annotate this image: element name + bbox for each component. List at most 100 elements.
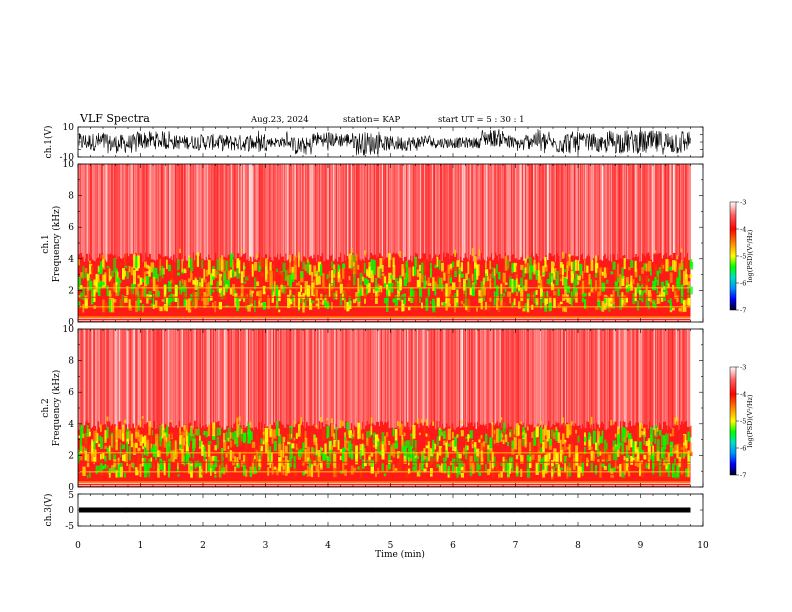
ch1-spectrogram-band-patch bbox=[496, 285, 499, 298]
ch1-spectrogram-streak bbox=[373, 164, 375, 257]
ch2-spectrogram-band-patch bbox=[302, 471, 306, 476]
ch2-spectrogram-band-patch bbox=[507, 442, 509, 447]
ch1-spectrogram-band-patch bbox=[159, 258, 161, 271]
ch1-spectrogram-streak bbox=[272, 164, 274, 262]
ch1-spectrogram-streak bbox=[339, 164, 342, 253]
ch1-spectrogram-band-patch bbox=[196, 285, 200, 300]
ch1-spectrogram-streak bbox=[521, 164, 523, 255]
ch2-spectrogram-band-patch bbox=[467, 434, 471, 439]
ch1-spectrogram-streak bbox=[491, 164, 492, 254]
ch1-spectrogram-band-patch bbox=[119, 280, 122, 283]
ch1-spectrogram-streak bbox=[79, 164, 81, 254]
ch1-spectrogram-band-patch bbox=[86, 277, 89, 292]
ch2-spectrogram-band-spike bbox=[570, 421, 573, 426]
ch1-spectrogram-band-patch bbox=[300, 285, 302, 292]
ch2-spectrogram-band-patch bbox=[93, 447, 96, 458]
ch1-spectrogram-band-patch bbox=[326, 274, 329, 280]
ch2-spectrogram-streak bbox=[183, 329, 184, 430]
ch1-spectrogram-band-patch bbox=[586, 265, 589, 273]
ch1-spectrogram-band-patch bbox=[155, 300, 158, 308]
ch2-spectrogram-band-patch bbox=[227, 427, 231, 443]
ch2-spectrogram-band-patch bbox=[419, 470, 421, 475]
ch2-spectrogram-band-spike bbox=[590, 416, 593, 425]
ch2-spectrogram-streak bbox=[576, 329, 578, 426]
ch1-spectrogram-band-patch bbox=[614, 281, 618, 292]
ch1-spectrogram-band-patch bbox=[650, 268, 652, 276]
ch2-spectrogram-band-spike bbox=[614, 433, 617, 438]
ch2-spectrogram-streak bbox=[180, 329, 182, 428]
ch1-spectrogram-band-patch bbox=[491, 283, 494, 286]
ch2-spectrogram-band-patch bbox=[216, 427, 219, 436]
ch2-spectrogram-band-patch bbox=[386, 438, 389, 444]
ch2-spectrogram-band-patch bbox=[515, 465, 519, 474]
ch1-spectrogram-band-patch bbox=[546, 279, 550, 285]
ch1-spectrogram-streak bbox=[110, 164, 111, 254]
ch1-spectrogram-streak bbox=[317, 164, 319, 255]
ch1-spectrogram-band-patch bbox=[388, 281, 392, 290]
ch2-spectrogram-band-patch bbox=[586, 440, 588, 448]
ch2-spectrogram-streak bbox=[346, 329, 349, 425]
ch1-spectrogram-streak bbox=[127, 164, 128, 254]
ch2-spectrogram-band-patch bbox=[368, 456, 371, 460]
ch1-spectrogram-streak bbox=[607, 164, 609, 256]
ch2-spectrogram-streak bbox=[306, 329, 308, 422]
ch2-spectrogram-band-patch bbox=[166, 442, 169, 456]
ch1-spectrogram-band-patch bbox=[115, 278, 118, 293]
ch2-spectrogram-streak bbox=[624, 329, 626, 422]
ch1-spectrogram-band-patch bbox=[603, 298, 608, 304]
ch1-spectrogram-streak bbox=[668, 164, 671, 256]
ch1-spectrogram-streak bbox=[540, 164, 542, 262]
ch2-spectrogram-band-patch bbox=[456, 449, 459, 465]
ch1-spectrogram-streak bbox=[502, 164, 504, 259]
ch2-spectrogram-band-patch bbox=[192, 445, 195, 459]
ch1-spectrogram-band-patch bbox=[687, 275, 690, 278]
ch2-spectrogram-band-patch bbox=[441, 432, 444, 436]
ch1-spectrogram-band-patch bbox=[194, 292, 198, 307]
ch2-spectrogram-streak bbox=[549, 329, 551, 429]
ch2-spectrogram-band-patch bbox=[555, 429, 559, 442]
ch2-spectrogram-band-patch bbox=[223, 467, 225, 473]
ch2-spectrogram-streak bbox=[345, 329, 347, 422]
ch2-spectrogram-streak bbox=[591, 329, 593, 430]
ch2-spectrogram-band-patch bbox=[91, 441, 95, 448]
ch1-spectrogram-band-patch bbox=[544, 264, 548, 272]
ch1-channel-label: ch.1 bbox=[41, 234, 51, 253]
ch2-spectrogram-streak bbox=[339, 329, 341, 427]
ch2-spectrogram-band-patch bbox=[194, 428, 198, 436]
ch1-spectrogram-band-patch bbox=[526, 297, 530, 313]
ch2-spectrogram-streak bbox=[118, 329, 121, 422]
ch2-spectrogram-band-patch bbox=[518, 455, 521, 460]
ch2-spectrogram-band-patch bbox=[526, 468, 531, 479]
ch1-spectrogram-band-patch bbox=[364, 278, 368, 286]
ch2-spectrogram-streak bbox=[160, 329, 162, 427]
ch2-spectrogram-streak bbox=[310, 329, 312, 426]
ch2-spectrogram-band-patch bbox=[535, 426, 539, 438]
ch2-spectrogram-streak bbox=[513, 329, 515, 430]
ch2-colorbar-tick-label: -5 bbox=[740, 417, 746, 425]
ch1-frequency-ylabel: Frequency (kHz) bbox=[51, 206, 62, 283]
ch2-spectrogram-band-patch bbox=[148, 421, 152, 436]
ch1-spectrogram-band-patch bbox=[293, 264, 297, 280]
ch1-spectrogram-streak bbox=[267, 164, 269, 260]
ch1-spectrogram-streak bbox=[422, 164, 423, 254]
ch1-spectrogram-band-patch bbox=[256, 277, 258, 282]
ch1-spectrogram-streak bbox=[324, 164, 326, 262]
ch1-spectrogram-streak bbox=[253, 164, 254, 257]
ch2-spectrogram-band-spike bbox=[654, 428, 657, 436]
ch2-spectrogram-band-patch bbox=[122, 454, 125, 461]
ch2-spectrogram-band-patch bbox=[689, 451, 693, 456]
ch1-spectrogram-streak bbox=[369, 164, 370, 259]
ch2-spectrogram-band-patch bbox=[599, 463, 602, 478]
ch2-spectrogram-band-patch bbox=[179, 435, 183, 445]
ch1-spectrogram-streak bbox=[628, 164, 630, 260]
ch2-spectrogram-band-patch bbox=[111, 465, 115, 473]
ch2-spectrogram-band-patch bbox=[427, 446, 431, 462]
ch1-spectrogram-band-patch bbox=[276, 268, 278, 272]
ch3-waveform-band bbox=[79, 507, 691, 513]
ch1-spectrogram-streak bbox=[229, 164, 231, 255]
ch1-spectrogram-band-patch bbox=[507, 291, 511, 298]
ch2-spectrogram-band-patch bbox=[544, 454, 548, 467]
ch2-spectrogram-band-patch bbox=[515, 455, 520, 460]
ch2-spectrogram-band-patch bbox=[335, 441, 339, 454]
